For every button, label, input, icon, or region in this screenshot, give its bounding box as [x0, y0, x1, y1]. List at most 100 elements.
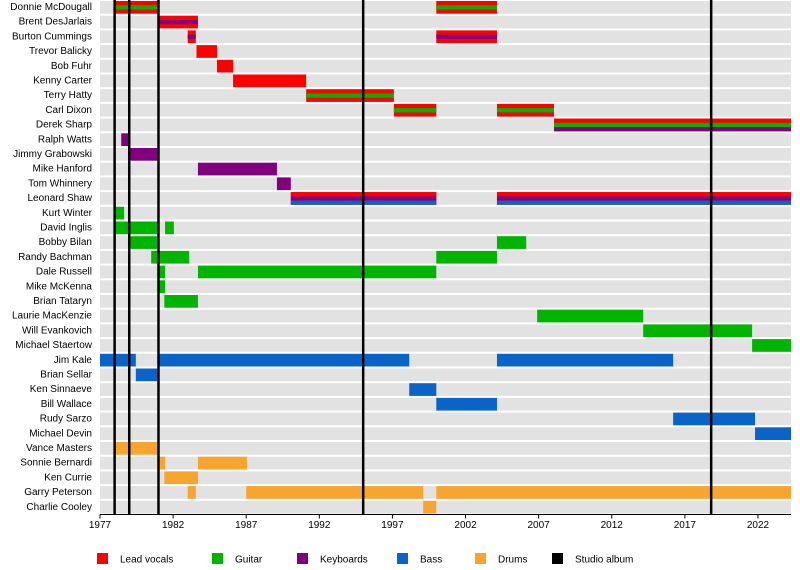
- member-name: Sonnie Bernardi: [20, 458, 92, 469]
- member-name: Mike Hanford: [33, 164, 92, 175]
- legend-label: Studio album: [575, 555, 633, 566]
- member-name: Derek Sharp: [36, 120, 93, 131]
- role-stripe: [496, 196, 791, 201]
- row-background: [100, 427, 791, 440]
- tenure-bar: [114, 442, 159, 455]
- row-background: [100, 280, 791, 293]
- legend-swatch: [297, 553, 308, 564]
- member-name: Garry Peterson: [24, 487, 92, 498]
- x-tick-label: 2012: [601, 520, 624, 531]
- tenure-bar: [114, 206, 125, 220]
- legend-swatch: [97, 553, 108, 564]
- x-tick-label: 2017: [674, 520, 697, 531]
- legend-label: Bass: [420, 555, 442, 566]
- legend-label: Keyboards: [320, 555, 368, 566]
- tenure-bar: [164, 471, 198, 485]
- row-background: [100, 309, 791, 323]
- tenure-bar: [752, 339, 791, 352]
- role-stripe: [114, 5, 159, 10]
- x-tick-label: 1987: [235, 520, 258, 531]
- member-name: Terry Hatty: [44, 90, 92, 101]
- tenure-bar: [197, 162, 277, 176]
- legend-swatch: [475, 553, 486, 564]
- member-name: Ken Sinnaeve: [30, 384, 93, 395]
- tenure-bar: [409, 383, 437, 396]
- x-tick-label: 1992: [308, 520, 331, 531]
- row-background: [100, 456, 791, 470]
- row-background: [100, 324, 791, 338]
- row-background: [100, 59, 791, 73]
- row-background: [100, 442, 791, 455]
- member-name: Carl Dixon: [45, 105, 92, 116]
- legend-label: Guitar: [235, 555, 263, 566]
- row-background: [100, 295, 791, 308]
- role-stripe: [393, 108, 437, 113]
- row-background: [100, 177, 791, 191]
- tenure-bar: [233, 74, 307, 88]
- x-tick-label: 2022: [747, 520, 770, 531]
- tenure-bar: [135, 368, 159, 382]
- member-name: David Inglis: [40, 222, 92, 233]
- x-tick-label: 2007: [528, 520, 551, 531]
- tenure-bar: [755, 427, 791, 440]
- tenure-bar: [436, 250, 497, 264]
- member-name: Donnie McDougall: [10, 2, 92, 13]
- member-name: Leonard Shaw: [28, 193, 93, 204]
- tenure-bar: [129, 236, 159, 249]
- role-stripe: [553, 127, 791, 132]
- tenure-bar: [158, 265, 166, 279]
- member-name: Bill Wallace: [41, 399, 93, 410]
- member-name: Rudy Sarzo: [40, 414, 93, 425]
- member-name: Jim Kale: [54, 355, 93, 366]
- role-stripe: [436, 34, 497, 39]
- tenure-bar: [158, 280, 166, 293]
- member-name: Bobby Bilan: [39, 237, 92, 248]
- member-name: Randy Bachman: [18, 252, 92, 263]
- tenure-bar: [496, 353, 674, 367]
- tenure-bar: [197, 265, 437, 279]
- member-name: Vance Masters: [26, 443, 92, 454]
- role-stripe: [496, 200, 791, 205]
- row-background: [100, 368, 791, 382]
- row-background: [100, 89, 791, 102]
- legend-swatch: [212, 553, 223, 564]
- tenure-bar: [196, 45, 217, 58]
- tenure-bar: [121, 133, 130, 146]
- row-background: [100, 383, 791, 396]
- row-background: [100, 148, 791, 161]
- row-background: [100, 45, 791, 58]
- x-tick-label: 1997: [381, 520, 404, 531]
- member-name: Laurie MacKenzie: [12, 311, 92, 322]
- row-background: [100, 133, 791, 146]
- x-tick-label: 1982: [162, 520, 185, 531]
- tenure-bar: [187, 486, 196, 499]
- tenure-bar: [165, 221, 174, 235]
- member-name: Kurt Winter: [42, 208, 93, 219]
- tenure-bar: [643, 324, 753, 338]
- member-name: Brian Sellar: [40, 369, 92, 380]
- member-name: Tom Whinnery: [28, 178, 92, 189]
- row-background: [100, 74, 791, 88]
- legend-swatch: [552, 553, 563, 564]
- tenure-bar: [276, 177, 291, 191]
- tenure-bar: [164, 295, 198, 308]
- role-stripe: [496, 108, 554, 113]
- row-background: [100, 206, 791, 220]
- tenure-bar: [158, 353, 410, 367]
- x-tick-label: 1977: [89, 520, 112, 531]
- row-background: [100, 500, 791, 514]
- member-name: Mike McKenna: [26, 281, 93, 292]
- member-name: Ralph Watts: [38, 134, 92, 145]
- role-stripe: [187, 34, 196, 39]
- member-name: Will Evankovich: [22, 325, 92, 336]
- row-background: [100, 471, 791, 485]
- member-name: Michael Staertow: [15, 340, 92, 351]
- tenure-bar: [216, 59, 234, 73]
- tenure-bar: [100, 353, 136, 367]
- member-name: Dale Russell: [36, 267, 92, 278]
- role-stripe: [436, 5, 497, 10]
- tenure-bar: [158, 456, 166, 470]
- role-stripe: [496, 192, 791, 197]
- tenure-bar: [129, 148, 159, 161]
- tenure-bar: [496, 236, 527, 249]
